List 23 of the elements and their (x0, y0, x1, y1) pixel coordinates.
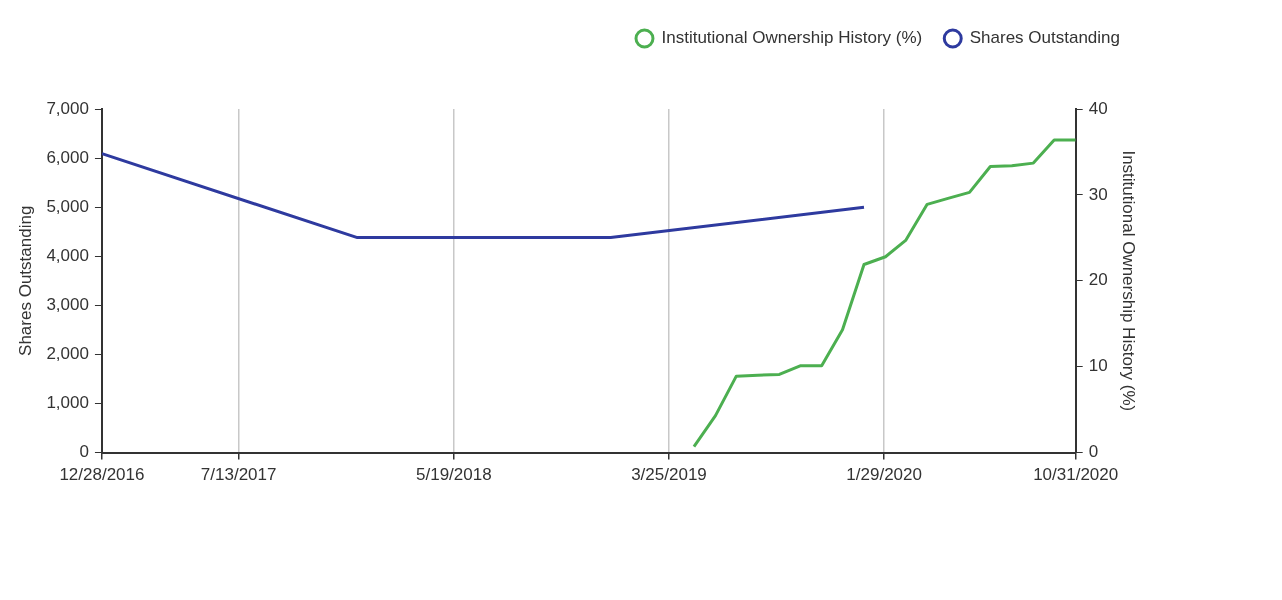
y2-tick-label: 10 (1088, 356, 1108, 376)
x-tick-label: 12/28/2016 (59, 465, 145, 485)
x-tick-label: 10/31/2020 (1033, 465, 1119, 485)
y2-tick-label: 20 (1088, 270, 1108, 290)
y-tick-label: 1,000 (46, 393, 89, 413)
y-axis-title: Shares Outstanding (15, 205, 35, 356)
y-tick-label: 3,000 (46, 295, 89, 315)
legend-label: Institutional Ownership History (%) (661, 28, 923, 48)
y-tick-label: 7,000 (46, 98, 89, 118)
y2-tick-label: 0 (1088, 442, 1099, 462)
x-tick-label: 1/29/2020 (846, 465, 922, 485)
y-tick-label: 4,000 (46, 245, 89, 265)
y2-tick-label: 40 (1088, 98, 1108, 118)
y2-tick-label: 30 (1088, 184, 1108, 204)
y-tick-label: 5,000 (46, 196, 89, 216)
x-tick-label: 5/19/2018 (416, 465, 492, 485)
y-tick-label: 6,000 (46, 147, 89, 167)
y-tick-label: 2,000 (46, 344, 89, 364)
y2-axis-title: Institutional Ownership History (%) (1119, 150, 1139, 412)
legend-label: Shares Outstanding (969, 28, 1120, 48)
x-tick-label: 3/25/2019 (631, 465, 707, 485)
x-tick-label: 7/13/2017 (200, 465, 277, 485)
y-tick-label: 0 (79, 442, 89, 462)
